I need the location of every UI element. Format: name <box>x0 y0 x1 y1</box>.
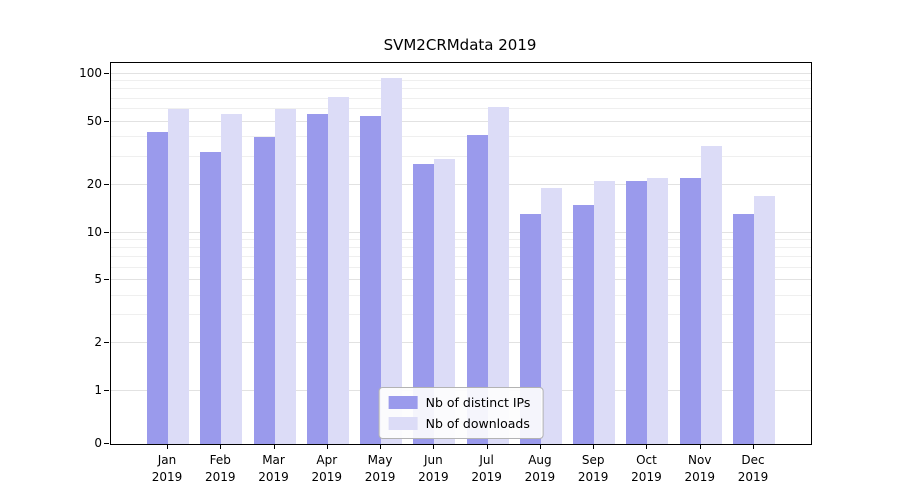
gridline-major <box>111 279 811 281</box>
y-tick-label: 2 <box>94 335 102 350</box>
gridline-major <box>111 120 811 122</box>
bar-nb-of-distinct-ips <box>306 113 328 444</box>
x-tick-label: Jan 2019 <box>151 453 183 485</box>
x-tick-mark <box>699 444 701 449</box>
y-tick-label: 5 <box>94 272 102 287</box>
bar-nb-of-downloads <box>700 146 722 444</box>
bar-nb-of-downloads <box>168 109 189 444</box>
bar-nb-of-downloads <box>327 96 349 444</box>
bar-nb-of-distinct-ips <box>626 181 648 444</box>
x-tick-mark <box>273 444 275 449</box>
gridline-major <box>111 73 811 74</box>
legend-row-downloads: Nb of downloads <box>388 416 531 431</box>
x-tick-label: Nov 2019 <box>684 453 715 485</box>
bar-nb-of-distinct-ips <box>147 132 168 444</box>
x-tick-label: Oct 2019 <box>631 453 662 485</box>
bar-nb-of-distinct-ips <box>573 204 595 444</box>
y-tick-mark <box>104 73 109 74</box>
x-tick-mark <box>167 444 168 449</box>
bar-nb-of-distinct-ips <box>519 214 541 444</box>
y-tick-mark <box>104 279 109 281</box>
x-tick-mark <box>593 444 595 449</box>
y-tick-label: 0 <box>94 436 102 450</box>
x-tick-mark <box>646 444 648 449</box>
gridline-major <box>111 183 811 185</box>
bar-nb-of-distinct-ips <box>466 135 488 444</box>
y-tick-label: 50 <box>86 113 102 128</box>
gridline-minor <box>111 294 811 296</box>
bar-nb-of-distinct-ips <box>253 137 275 444</box>
x-tick-label: Jul 2019 <box>471 453 502 485</box>
legend-swatch-distinct-ips <box>388 396 418 409</box>
gridline-minor <box>111 88 811 90</box>
x-tick-label: Dec 2019 <box>737 453 769 485</box>
x-tick-label: Feb 2019 <box>204 453 236 485</box>
x-tick-mark <box>326 444 328 449</box>
gridline-minor <box>111 238 811 240</box>
bar-nb-of-downloads <box>221 113 243 444</box>
bar-nb-of-downloads <box>274 109 296 444</box>
gridline-minor <box>111 136 811 138</box>
x-tick-label: Sep 2019 <box>577 453 609 485</box>
x-tick-label: May 2019 <box>364 453 396 485</box>
gridline-major <box>111 231 811 233</box>
legend-swatch-downloads <box>388 417 418 430</box>
gridline-minor <box>111 256 811 258</box>
bar-nb-of-distinct-ips <box>679 178 701 444</box>
bar-nb-of-downloads <box>381 77 403 444</box>
gridline-minor <box>111 266 811 268</box>
gridline-minor <box>111 80 811 82</box>
chart-title: SVM2CRMdata 2019 <box>383 36 537 54</box>
bar-nb-of-downloads <box>754 196 775 444</box>
bar-nb-of-downloads <box>540 188 562 444</box>
y-tick-mark <box>104 120 109 122</box>
legend-label-downloads: Nb of downloads <box>425 416 530 431</box>
bar-nb-of-downloads <box>487 106 509 444</box>
bar-nb-of-downloads <box>434 159 456 444</box>
plot-area: Nb of distinct IPs Nb of downloads <box>110 62 812 445</box>
bar-nb-of-distinct-ips <box>360 116 382 444</box>
x-tick-mark <box>433 444 435 449</box>
x-tick-mark <box>380 444 382 449</box>
y-tick-label: 20 <box>86 176 102 191</box>
y-tick-label: 100 <box>79 66 102 80</box>
y-tick-mark <box>104 390 109 391</box>
bar-nb-of-downloads <box>594 181 616 444</box>
bar-nb-of-distinct-ips <box>413 164 435 444</box>
gridline-minor <box>111 314 811 316</box>
x-tick-mark <box>539 444 541 449</box>
y-tick-mark <box>104 183 109 185</box>
y-tick-label: 10 <box>86 224 102 239</box>
y-tick-mark <box>104 443 109 444</box>
bar-nb-of-distinct-ips <box>733 214 754 444</box>
y-tick-mark <box>104 231 109 233</box>
x-tick-mark <box>486 444 488 449</box>
x-tick-label: Mar 2019 <box>258 453 289 485</box>
gridline-minor <box>111 246 811 248</box>
bar-nb-of-downloads <box>647 178 669 444</box>
gridline-minor <box>111 155 811 157</box>
x-tick-label: Jun 2019 <box>418 453 449 485</box>
x-tick-label: Apr 2019 <box>311 453 343 485</box>
gridline-minor <box>111 108 811 110</box>
y-tick-mark <box>104 342 109 344</box>
x-tick-mark <box>220 444 222 449</box>
legend-label-distinct-ips: Nb of distinct IPs <box>425 395 531 410</box>
x-tick-label: Aug 2019 <box>524 453 556 485</box>
x-tick-mark <box>753 444 754 449</box>
gridline-minor <box>111 97 811 99</box>
y-tick-label: 1 <box>94 383 102 397</box>
bar-nb-of-distinct-ips <box>200 152 222 444</box>
gridline-major <box>111 342 811 344</box>
legend: Nb of distinct IPs Nb of downloads <box>378 387 544 439</box>
legend-row-distinct-ips: Nb of distinct IPs <box>388 395 531 410</box>
